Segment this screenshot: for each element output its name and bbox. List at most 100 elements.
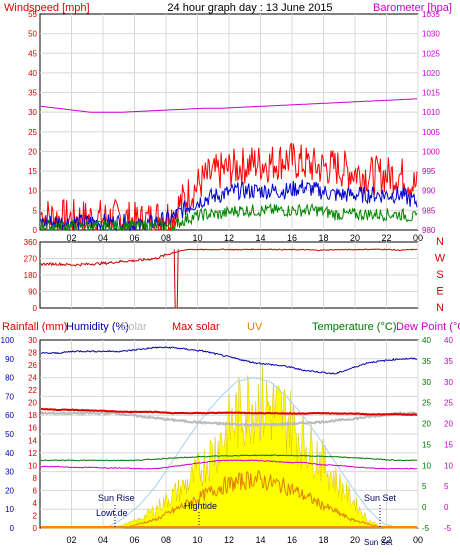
y-tick-label: 20 (28, 147, 37, 156)
x-tick-label: 18 (318, 535, 328, 545)
y-tick-label: 60 (5, 411, 14, 420)
green-temp-line (40, 454, 418, 462)
y-tick-label: 20 (28, 399, 37, 408)
y-tick-label: 25 (28, 128, 37, 137)
x-tick-label: 14 (255, 535, 265, 545)
y-tick-label: 35 (422, 357, 431, 366)
y-tick-label: 22 (28, 386, 37, 395)
y-tick-label: -5 (444, 524, 452, 533)
x-tick-label: 10 (192, 233, 202, 243)
y-tick-label: 1035 (422, 10, 440, 19)
y-tick-label: 10 (422, 461, 431, 470)
wind-direction-line (40, 248, 418, 267)
dir-lines (40, 248, 418, 309)
y-tick-label: 0 (10, 524, 15, 533)
y-tick-label: 55 (28, 10, 37, 19)
y-tick-label: 25 (422, 399, 431, 408)
wind-x-ticks: 02 04 06 08 10 12 14 16 18 20 22 00 (66, 233, 423, 243)
y-tick-label: 15 (28, 167, 37, 176)
y-tick-label: 1015 (422, 89, 440, 98)
y-tick-label: 10 (28, 461, 37, 470)
dir-grid (40, 242, 419, 308)
x-tick-label: 04 (98, 535, 108, 545)
y-tick-label: 1030 (422, 30, 440, 39)
x-tick-label: 16 (287, 535, 297, 545)
y-tick-label: 1025 (422, 49, 440, 58)
y-tick-label: 15 (444, 440, 453, 449)
x-tick-label: 20 (350, 233, 360, 243)
y-tick-label: 20 (5, 486, 14, 495)
y-tick-label: 2 (33, 511, 38, 520)
y-tick-label: 35 (28, 89, 37, 98)
y-tick-label: S (436, 269, 443, 281)
y-tick-label: W (435, 253, 446, 265)
y-tick-label: 12 (28, 449, 37, 458)
y-tick-label: 24 (28, 374, 37, 383)
legend-uv: UV (247, 321, 263, 333)
sunrise-label: Sun Rise (98, 493, 135, 503)
y-tick-label: 985 (422, 206, 436, 215)
y-tick-label: 14 (28, 436, 37, 445)
x-tick-label: 18 (318, 233, 328, 243)
y-tick-label: 18 (28, 411, 37, 420)
x-tick-label: 06 (129, 233, 139, 243)
legend-rain: Rainfall (mm) (2, 321, 67, 333)
x-tick-label: 20 (350, 535, 360, 545)
y-tick-label: 90 (28, 288, 37, 297)
y-tick-label: 0 (33, 304, 38, 313)
y-tick-label: 40 (5, 449, 14, 458)
y-tick-label: 25 (444, 399, 453, 408)
baro-axis-title: Barometer [hpa] (373, 2, 452, 14)
y-tick-label: 1020 (422, 69, 440, 78)
x-tick-label: 10 (192, 535, 202, 545)
graph-title: 24 hour graph day : 13 June 2015 (167, 2, 332, 14)
dewpoint-line (40, 459, 418, 470)
dew-ticks: 40 35 30 25 20 15 10 5 0 -5 (444, 336, 453, 533)
y-tick-label: 10 (28, 187, 37, 196)
x-tick-label: 14 (255, 233, 265, 243)
y-tick-label: 15 (422, 440, 431, 449)
wind-right-ticks: 1035 1030 1025 1020 1015 1010 1005 1000 995 990 98… (422, 10, 440, 235)
y-tick-label: 990 (422, 187, 436, 196)
y-tick-label: 1000 (422, 147, 440, 156)
y-tick-label: 45 (28, 49, 37, 58)
bottom-x-ticks: 02 04 06 08 10 12 14 16 18 20 22 00 (66, 535, 423, 545)
wind-axis-title: Windspeed [mph] (4, 2, 90, 14)
y-tick-label: 20 (422, 420, 431, 429)
y-tick-label: 40 (444, 336, 453, 345)
y-tick-label: 30 (28, 108, 37, 117)
y-tick-label: 80 (5, 374, 14, 383)
x-tick-label: 08 (161, 535, 171, 545)
y-tick-label: 5 (444, 482, 449, 491)
x-tick-label: 22 (381, 535, 391, 545)
y-tick-label: 10 (5, 505, 14, 514)
y-tick-label: 995 (422, 167, 436, 176)
y-tick-label: E (436, 286, 443, 298)
barometer-line (40, 98, 418, 113)
y-tick-label: 360 (24, 238, 38, 247)
y-tick-label: 270 (24, 255, 38, 264)
y-tick-label: -5 (422, 524, 430, 533)
x-tick-label: 02 (66, 233, 76, 243)
x-tick-label: 00 (413, 233, 423, 243)
y-tick-label: 28 (28, 349, 37, 358)
y-tick-label: N (436, 236, 444, 248)
y-tick-label: 40 (422, 336, 431, 345)
y-tick-label: 0 (444, 503, 449, 512)
y-tick-label: 70 (5, 392, 14, 401)
y-tick-label: 1010 (422, 108, 440, 117)
legend-maxsolar: Max solar (172, 321, 220, 333)
y-tick-label: 30 (444, 378, 453, 387)
temperature-line (40, 407, 418, 417)
wind-series-line (40, 202, 418, 232)
x-tick-label: 02 (66, 535, 76, 545)
lowtide-label: Lowt.de (96, 508, 128, 518)
y-tick-label: N (436, 302, 444, 314)
y-tick-label: 180 (24, 271, 38, 280)
y-tick-label: 5 (422, 482, 427, 491)
y-tick-label: 35 (444, 357, 453, 366)
y-tick-label: 0 (33, 524, 38, 533)
